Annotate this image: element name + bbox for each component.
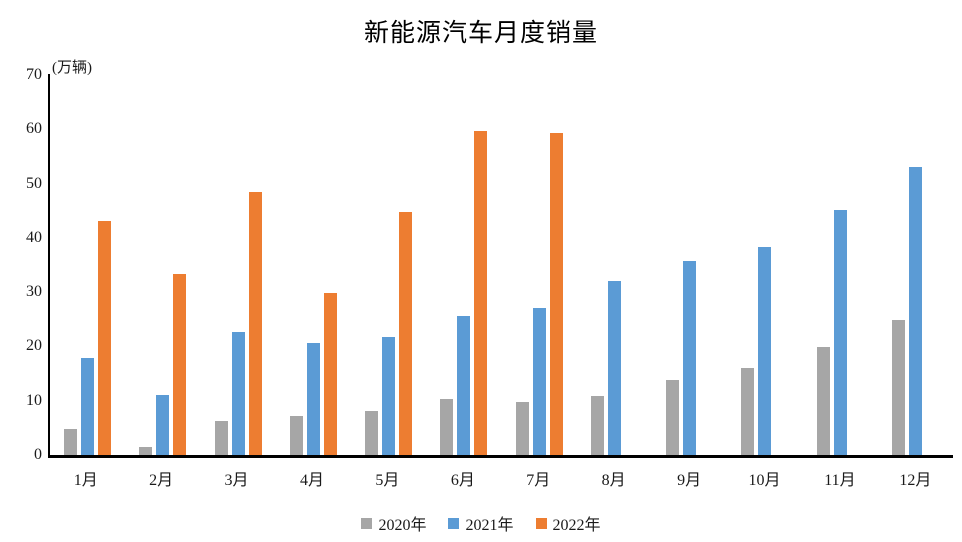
x-tick-label-11月: 11月 (824, 472, 856, 489)
bar-2022年-7月 (549, 133, 563, 455)
x-tick-label-8月: 8月 (601, 472, 626, 489)
bar-2020年-10月 (741, 368, 755, 455)
bar-2020年-6月 (440, 399, 454, 455)
bar-2022年-2月 (173, 273, 187, 455)
y-axis: 0 10 20 30 40 50 60 70 (0, 0, 44, 542)
bar-2020年-8月 (590, 395, 604, 455)
x-tick-label-1月: 1月 (73, 472, 98, 489)
bar-2021年-2月 (156, 395, 170, 455)
bar-2021年-3月 (231, 332, 245, 455)
bar-2020年-7月 (515, 401, 529, 455)
legend-swatch-2022-icon (535, 517, 547, 529)
legend: 2020年 2021年 2022年 (0, 511, 962, 535)
bar-2021年-5月 (382, 337, 396, 455)
bar-2020年-9月 (666, 379, 680, 455)
month-group-5月 (351, 75, 426, 455)
x-tick-label-4月: 4月 (299, 472, 324, 489)
y-tick-label-40: 40 (26, 228, 42, 246)
y-tick-label-30: 30 (26, 283, 42, 301)
bar-2021年-7月 (532, 307, 546, 455)
bar-2020年-2月 (139, 447, 153, 455)
legend-item-2021: 2021年 (448, 511, 514, 535)
bar-2022年-4月 (323, 292, 337, 455)
bar-2020年-5月 (365, 411, 379, 455)
month-group-9月 (652, 75, 727, 455)
month-group-6月 (426, 75, 501, 455)
bar-2021年-1月 (81, 357, 95, 455)
x-tick-label-3月: 3月 (224, 472, 249, 489)
month-group-2月 (125, 75, 200, 455)
bar-2022年-1月 (98, 221, 112, 455)
x-tick-label-9月: 9月 (677, 472, 702, 489)
bar-2020年-12月 (891, 320, 905, 455)
y-axis-line (48, 74, 50, 456)
bar-2020年-4月 (289, 416, 303, 455)
month-group-10月 (727, 75, 802, 455)
x-tick-label-10月: 10月 (748, 472, 781, 489)
bar-2022年-3月 (248, 192, 262, 455)
y-tick-label-60: 60 (26, 120, 42, 138)
plot-area (50, 75, 953, 455)
y-tick-label-0: 0 (34, 446, 42, 463)
x-axis: 1月 2月 3月 4月 5月 6月 7月 8月 9月 10月 11月 12月 (48, 466, 953, 490)
y-axis-unit-label: (万辆) (52, 60, 92, 76)
legend-label-2021: 2021年 (465, 517, 514, 534)
legend-swatch-2020-icon (361, 517, 373, 529)
month-group-11月 (803, 75, 878, 455)
bar-2022年-5月 (399, 212, 413, 455)
x-tick-label-6月: 6月 (450, 472, 475, 489)
x-axis-line (48, 455, 953, 458)
month-group-12月 (878, 75, 953, 455)
x-tick-label-2月: 2月 (149, 472, 174, 489)
legend-swatch-2021-icon (448, 517, 460, 529)
bar-2021年-10月 (758, 247, 772, 455)
bar-2020年-3月 (214, 421, 228, 455)
bar-2021年-12月 (908, 166, 922, 455)
y-tick-label-50: 50 (26, 174, 42, 192)
month-group-3月 (201, 75, 276, 455)
x-tick-label-12月: 12月 (899, 472, 932, 489)
bar-2021年-4月 (306, 343, 320, 455)
month-group-7月 (502, 75, 577, 455)
x-tick-label-7月: 7月 (526, 472, 551, 489)
legend-label-2020: 2020年 (378, 517, 427, 534)
legend-label-2022: 2022年 (552, 517, 601, 534)
chart-title: 新能源汽车月度销量 (363, 20, 598, 47)
bar-2021年-11月 (833, 210, 847, 455)
bar-2022年-6月 (474, 131, 488, 455)
y-tick-label-10: 10 (26, 391, 42, 409)
bar-2020年-11月 (816, 346, 830, 455)
x-tick-label-5月: 5月 (375, 472, 400, 489)
bar-2021年-9月 (683, 261, 697, 455)
bar-2021年-6月 (457, 316, 471, 455)
bar-2020年-1月 (64, 428, 78, 455)
legend-item-2020: 2020年 (361, 511, 426, 535)
legend-item-2022: 2022年 (535, 511, 601, 535)
month-group-1月 (50, 75, 125, 455)
month-group-8月 (577, 75, 652, 455)
bar-2021年-8月 (607, 280, 621, 455)
y-tick-label-20: 20 (26, 337, 42, 355)
y-tick-label-70: 70 (26, 66, 42, 83)
month-group-4月 (276, 75, 351, 455)
